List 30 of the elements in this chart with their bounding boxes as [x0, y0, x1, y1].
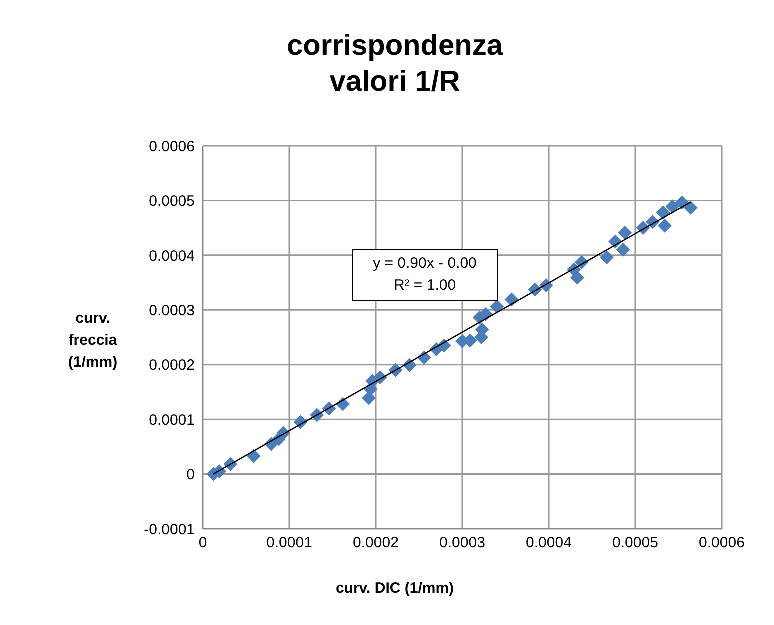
point	[616, 242, 630, 257]
point	[247, 449, 262, 464]
y-tick-label: -0.0001	[144, 521, 195, 538]
annotation: y = 0.90x - 0.00	[372, 254, 478, 274]
x-tick-label: 0.0006	[699, 534, 745, 552]
x-axis-title: curv. DIC (1/mm)	[334, 580, 456, 597]
y-tick-label: 0.0004	[149, 248, 195, 265]
point	[490, 300, 504, 314]
y-tick-label: 0.0001	[149, 412, 195, 429]
y-tick-label: 0.0002	[149, 357, 195, 374]
annotation: R² = 1.00	[392, 276, 458, 296]
x-tick-label: 0.0004	[526, 534, 572, 552]
y-axis-title: curv. freccia (1/mm)	[67, 309, 119, 373]
chart-title: corrispondenza valori 1/R	[286, 29, 504, 100]
x-tick-label: 0	[198, 534, 208, 552]
x-tick-label: 0.0003	[440, 534, 486, 552]
point	[658, 218, 672, 233]
point	[618, 226, 632, 240]
point	[600, 250, 614, 265]
x-tick-label: 0.0002	[353, 534, 399, 552]
y-tick-label: 0	[186, 466, 195, 484]
y-tick-label: 0.0005	[149, 193, 195, 210]
point	[656, 206, 670, 220]
y-tick-label: 0.0003	[149, 302, 195, 320]
x-tick-label: 0.0001	[266, 534, 312, 552]
point	[684, 200, 698, 215]
y-tick-label: 0.0006	[149, 138, 195, 156]
point	[666, 200, 680, 214]
point	[570, 270, 585, 285]
x-tick-label: 0.0005	[612, 534, 658, 552]
